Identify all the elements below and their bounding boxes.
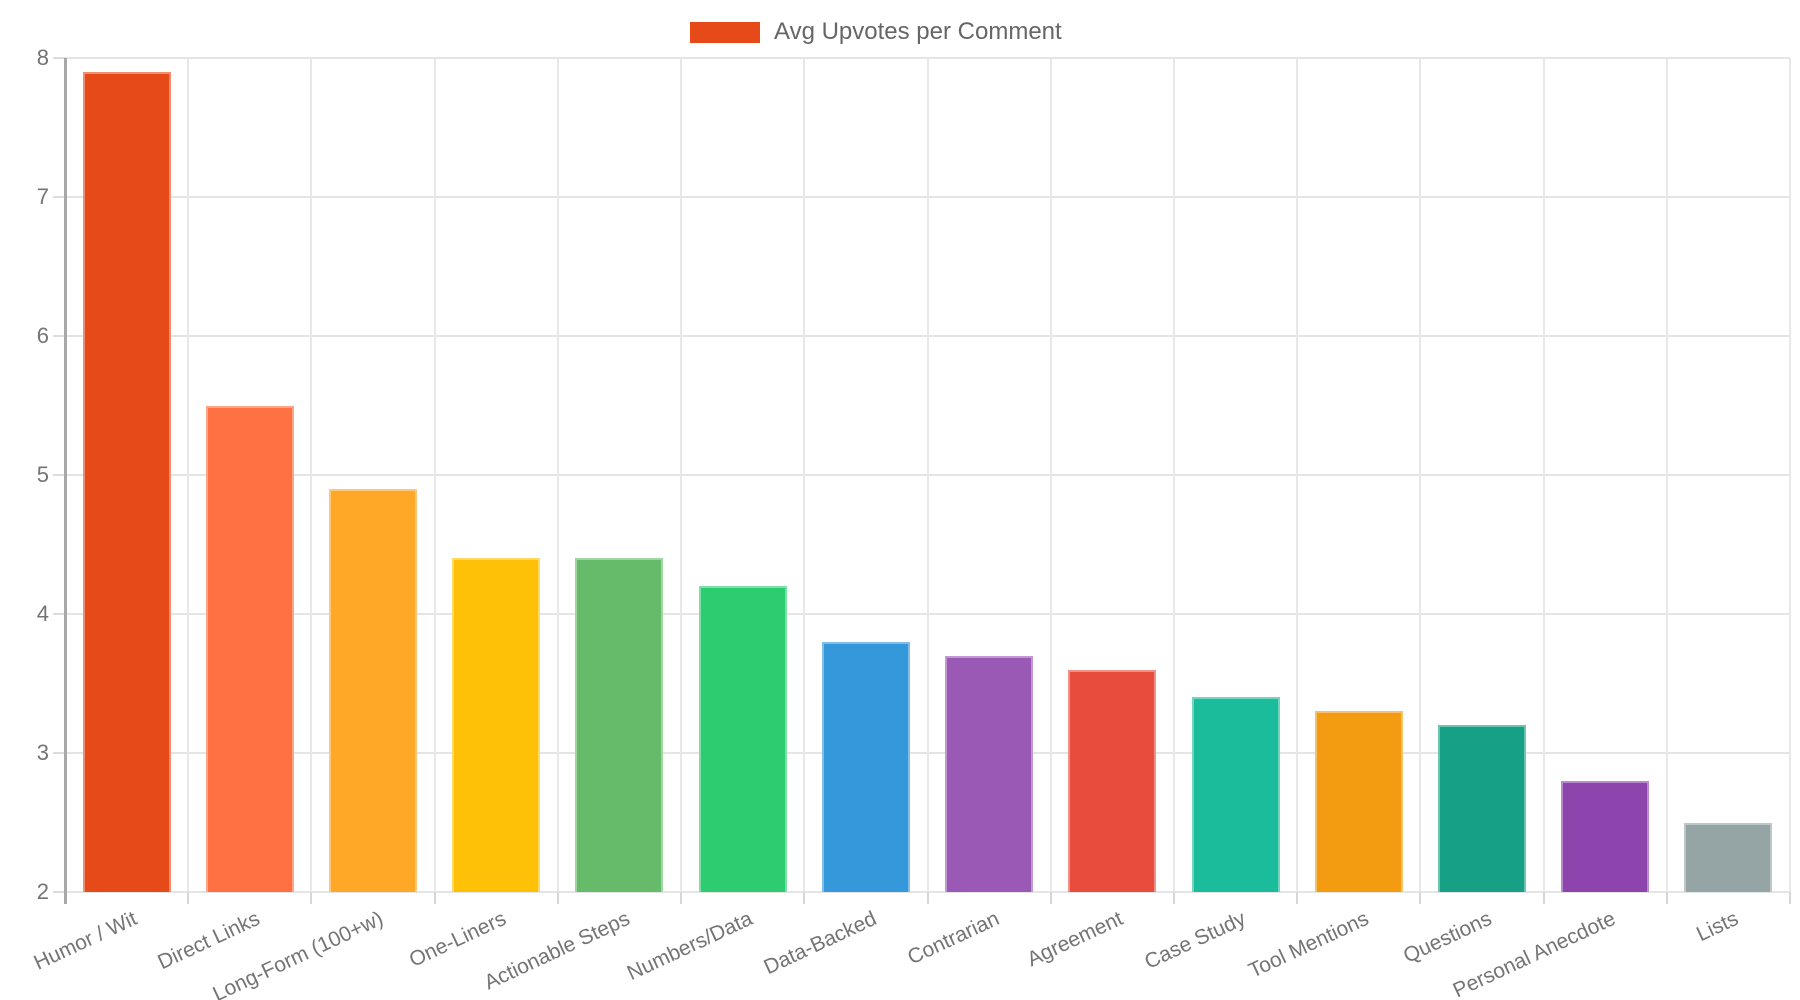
bar-case-study[interactable] <box>1191 697 1280 892</box>
x-tick <box>1419 892 1422 904</box>
bar-personal-anecdote[interactable] <box>1561 780 1650 892</box>
x-axis-label-case-study: Case Study <box>1141 907 1250 974</box>
x-tick <box>187 892 190 904</box>
x-gridline <box>1419 58 1422 892</box>
x-gridline <box>1665 58 1668 892</box>
bar-numbers-data[interactable] <box>698 586 787 892</box>
y-tick-label: 6 <box>36 323 49 348</box>
x-axis-label-one-liners: One-Liners <box>406 907 510 972</box>
y-tick <box>53 752 65 754</box>
y-tick-label: 5 <box>36 462 49 487</box>
x-gridline <box>1542 58 1545 892</box>
x-gridline <box>1172 58 1175 892</box>
x-gridline <box>310 58 313 892</box>
bar-long-form-100-w[interactable] <box>329 488 418 892</box>
x-axis-label-contrarian: Contrarian <box>904 907 1003 970</box>
x-axis-label-humor-wit: Humor / Wit <box>30 907 141 975</box>
x-tick <box>926 892 929 904</box>
x-tick <box>803 892 806 904</box>
legend-label: Avg Upvotes per Comment <box>774 18 1062 45</box>
x-axis-label-direct-links: Direct Links <box>154 907 264 975</box>
y-tick <box>53 196 65 198</box>
bar-tool-mentions[interactable] <box>1314 711 1403 892</box>
x-gridline <box>556 58 559 892</box>
x-axis-label-data-backed: Data-Backed <box>759 907 880 980</box>
x-tick <box>1296 892 1299 904</box>
y-axis-line <box>64 58 67 904</box>
legend-item[interactable]: Avg Upvotes per Comment <box>690 18 1062 46</box>
x-tick <box>310 892 313 904</box>
x-tick <box>1789 892 1791 904</box>
x-axis-label-numbers-data: Numbers/Data <box>623 907 757 986</box>
y-tick <box>53 57 65 59</box>
y-tick-label: 7 <box>36 184 49 209</box>
x-gridline <box>433 58 436 892</box>
y-tick <box>53 474 65 476</box>
x-gridline <box>187 58 190 892</box>
x-tick <box>1049 892 1052 904</box>
x-gridline <box>1789 58 1791 892</box>
y-tick <box>53 613 65 615</box>
y-tick <box>53 335 65 337</box>
x-tick <box>556 892 559 904</box>
x-tick <box>1542 892 1545 904</box>
x-tick <box>433 892 436 904</box>
bar-questions[interactable] <box>1437 725 1526 892</box>
x-tick <box>680 892 683 904</box>
bar-direct-links[interactable] <box>205 405 294 892</box>
bar-data-backed[interactable] <box>821 641 910 892</box>
bar-actionable-steps[interactable] <box>575 558 664 892</box>
x-gridline <box>1296 58 1299 892</box>
x-axis-label-questions: Questions <box>1400 907 1496 968</box>
x-axis-label-tool-mentions: Tool Mentions <box>1245 907 1373 983</box>
y-tick <box>53 891 65 893</box>
x-gridline <box>926 58 929 892</box>
y-tick-label: 8 <box>36 45 49 70</box>
y-tick-label: 2 <box>36 879 49 904</box>
x-tick <box>1172 892 1175 904</box>
bar-one-liners[interactable] <box>452 558 541 892</box>
x-gridline <box>803 58 806 892</box>
x-gridline <box>1049 58 1052 892</box>
x-tick <box>1665 892 1668 904</box>
y-tick-label: 3 <box>36 740 49 765</box>
x-axis-label-lists: Lists <box>1693 907 1743 947</box>
bar-humor-wit[interactable] <box>82 71 171 892</box>
y-tick-label: 4 <box>36 601 49 626</box>
bar-lists[interactable] <box>1684 822 1773 892</box>
x-axis-label-agreement: Agreement <box>1023 907 1127 972</box>
legend-swatch-icon <box>690 21 760 43</box>
bar-agreement[interactable] <box>1068 669 1157 892</box>
x-gridline <box>680 58 683 892</box>
bar-contrarian[interactable] <box>945 655 1034 892</box>
